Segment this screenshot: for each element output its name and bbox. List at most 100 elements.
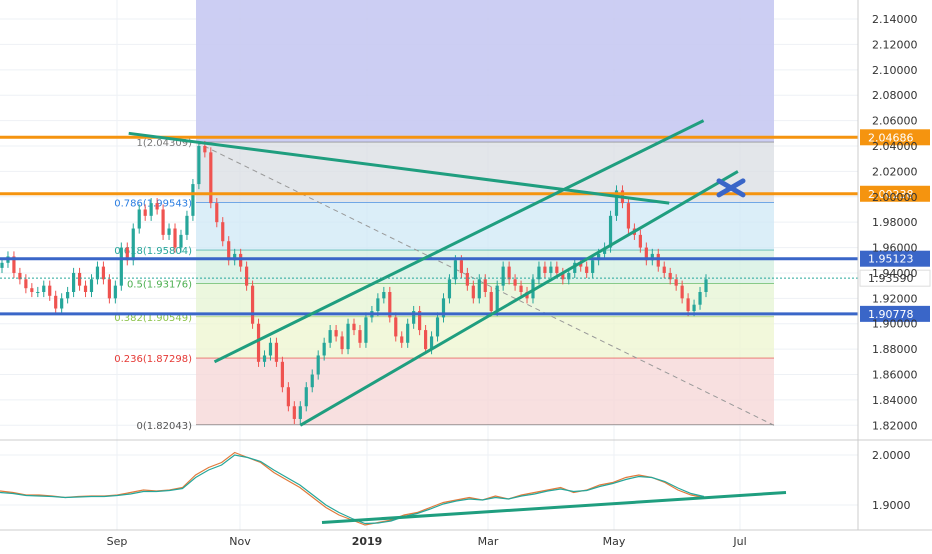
candle-body — [119, 247, 123, 286]
candle-body — [203, 146, 207, 153]
candle — [680, 280, 684, 304]
candle — [125, 242, 129, 266]
candle — [36, 286, 40, 298]
candle — [12, 251, 16, 279]
candle-body — [441, 298, 446, 318]
x-tick-label: May — [603, 535, 626, 548]
candle-body — [376, 298, 380, 312]
candle-body — [334, 330, 338, 337]
candle-body — [447, 279, 452, 299]
candle — [167, 223, 171, 240]
candle — [60, 293, 64, 314]
candle-body — [585, 266, 589, 273]
candle — [221, 217, 225, 247]
candle-body — [400, 336, 404, 343]
candle-body — [60, 298, 64, 309]
candle-body — [54, 295, 58, 309]
candle-body — [638, 234, 642, 248]
fib-zone-top — [196, 0, 774, 143]
oscillator-pane — [0, 439, 932, 526]
candle-body — [394, 317, 398, 337]
candle-body — [155, 203, 159, 210]
candle-body — [435, 317, 440, 337]
candle-body — [221, 222, 225, 242]
last-price-box — [859, 269, 931, 287]
y-tick-label: 2.10000 — [872, 64, 918, 77]
candle — [364, 312, 368, 348]
x-marker-icon — [716, 178, 746, 198]
candle-body — [358, 330, 362, 343]
candle — [66, 286, 70, 304]
candle-body — [340, 336, 344, 350]
candle-body — [346, 323, 350, 350]
x-tick-label: Jul — [732, 535, 746, 548]
candle — [400, 331, 404, 348]
candle-body — [698, 292, 702, 305]
candle — [561, 267, 565, 285]
fib-level-label: 1(2.04309) — [136, 138, 192, 149]
y-tick-label: 1.96000 — [872, 242, 918, 255]
candle — [465, 267, 469, 291]
fib-level-label: 0.382(1.90549) — [114, 313, 192, 324]
candle — [71, 267, 76, 298]
candle — [173, 223, 177, 253]
candle — [316, 350, 320, 380]
candle — [161, 204, 165, 240]
candle-body — [274, 342, 279, 362]
candle-body — [0, 262, 4, 268]
candle — [686, 293, 690, 317]
candle-body — [310, 374, 314, 388]
candle — [274, 337, 279, 367]
candle — [24, 274, 28, 294]
candle — [394, 312, 398, 342]
candle-body — [597, 253, 601, 261]
candle — [435, 312, 440, 342]
candle-body — [686, 298, 690, 312]
candle — [197, 140, 201, 190]
y-tick-label: 1.88000 — [872, 343, 918, 356]
candle-body — [453, 260, 458, 280]
candle — [286, 382, 290, 412]
candle — [143, 204, 147, 221]
price-label-box — [860, 250, 930, 267]
osc-y-tick-label: 1.9000 — [872, 499, 911, 512]
price-label-box — [860, 185, 930, 202]
candle-body — [674, 279, 678, 286]
candle — [292, 401, 296, 425]
candle — [352, 318, 356, 336]
fib-zone — [196, 202, 774, 251]
candle-body — [608, 215, 613, 248]
candle-body — [131, 228, 135, 261]
price-label: 2.04686 — [868, 131, 914, 144]
candle — [42, 280, 46, 298]
candle-body — [233, 253, 237, 261]
candle-body — [185, 215, 189, 235]
candle-body — [12, 256, 16, 273]
candle-body — [561, 272, 565, 280]
candle — [656, 248, 660, 272]
price-label: 1.95123 — [868, 253, 914, 266]
candle-body — [322, 342, 326, 356]
candle — [406, 318, 410, 348]
candle-body — [298, 406, 302, 419]
x-tick-label: Sep — [107, 535, 128, 548]
price-label: 1.90778 — [868, 308, 914, 321]
candle — [256, 318, 261, 367]
x-marker-stroke — [716, 178, 746, 198]
candle-body — [280, 361, 285, 388]
y-tick-label: 1.82000 — [872, 419, 918, 432]
candle — [233, 248, 237, 266]
candle-body — [215, 203, 219, 223]
candle — [447, 274, 452, 304]
candle-body — [656, 253, 660, 267]
trendline-channel-lower — [299, 170, 739, 427]
candle — [388, 286, 392, 323]
candle — [149, 198, 153, 221]
candle — [119, 242, 123, 291]
candle — [322, 337, 326, 361]
candle-body — [537, 266, 541, 280]
candle — [77, 267, 82, 291]
